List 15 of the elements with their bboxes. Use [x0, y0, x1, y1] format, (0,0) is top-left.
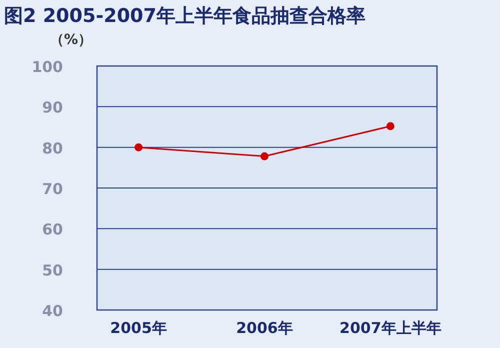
chart-title: 图2 2005-2007年上半年食品抽查合格率	[4, 5, 366, 27]
y-tick-label: 40	[42, 302, 63, 320]
y-tick-label: 50	[42, 261, 63, 280]
x-tick-label: 2005年	[110, 319, 167, 337]
y-axis-title: （%）	[50, 32, 92, 48]
y-tick-label: 60	[42, 220, 63, 239]
point	[260, 152, 268, 160]
point	[134, 143, 143, 152]
y-tick-label: 90	[42, 98, 63, 117]
y-tick-label: 70	[42, 180, 63, 198]
x-tick-label: 2007年上半年	[340, 319, 442, 337]
y-tick-label: 80	[42, 139, 63, 158]
point	[386, 122, 394, 130]
y-tick-label: 100	[32, 58, 63, 76]
x-tick-label: 2006年	[236, 319, 293, 337]
